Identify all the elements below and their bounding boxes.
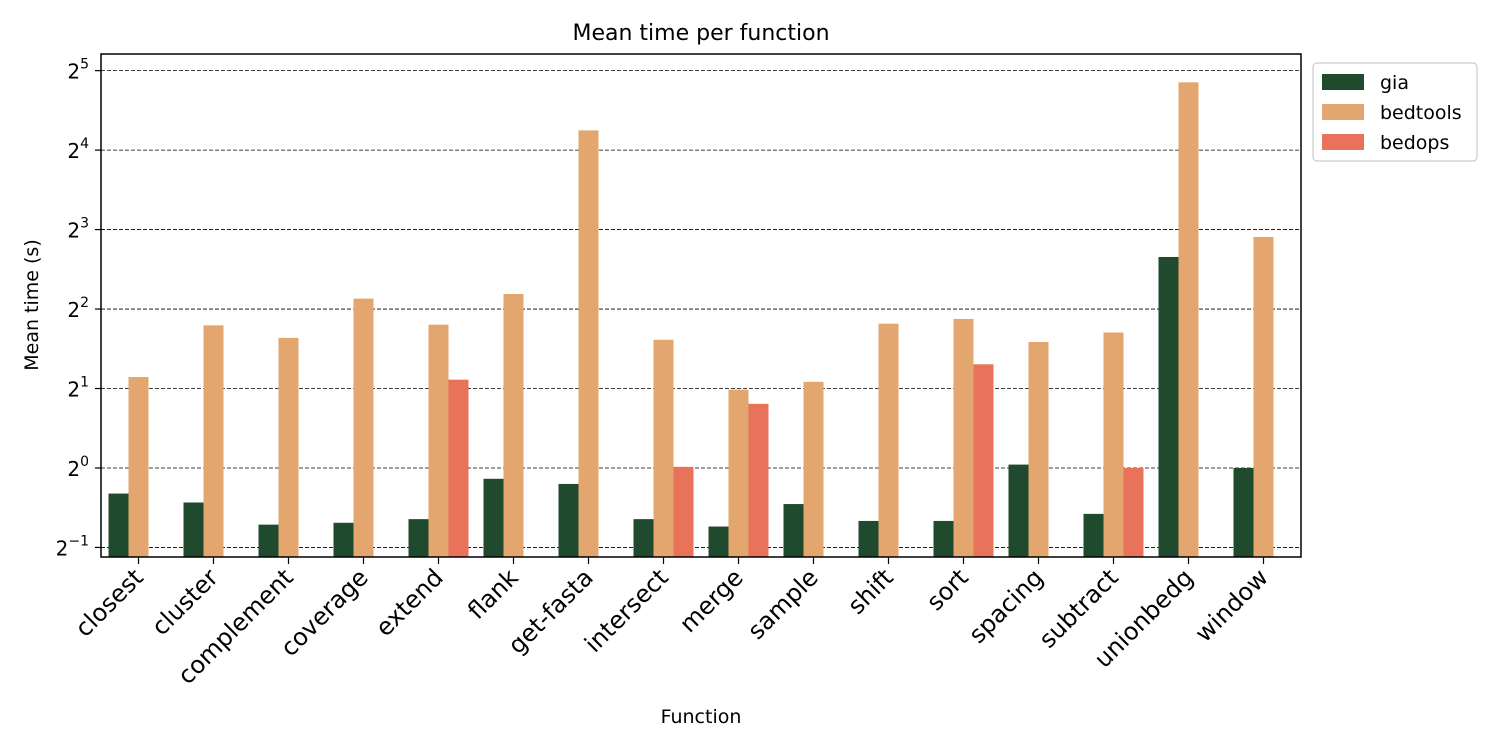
bar-gia (108, 493, 129, 557)
x-tick-label: sort (921, 563, 974, 616)
bar-gia (558, 483, 579, 557)
bar-gia (783, 504, 804, 557)
bar-gia (333, 522, 354, 557)
bars (108, 82, 1274, 557)
x-tick-label: flank (462, 563, 524, 625)
legend: gia bedtools bedops (1312, 62, 1478, 162)
legend-label-bedtools: bedtools (1380, 102, 1462, 124)
x-tick-label: closest (70, 563, 149, 642)
bar-bedtools (353, 298, 374, 557)
bar-bedtools (578, 130, 599, 557)
bar-gia (258, 524, 279, 557)
bar-bedtools (428, 324, 449, 557)
y-tick-label: 2−1 (56, 533, 89, 560)
bar-bedtools (653, 339, 674, 557)
bar-bedtools (278, 337, 299, 557)
bar-bedtools (1178, 82, 1199, 557)
bar-gia (1233, 467, 1254, 557)
bar-gia (1008, 464, 1029, 557)
bar-bedops (1123, 467, 1144, 557)
bar-gia (858, 520, 879, 557)
bar-bedops (748, 403, 769, 557)
y-tick-label: 21 (67, 375, 89, 402)
bar-gia (708, 526, 729, 557)
y-axis: 2−1 20 21 22 23 24 25 (56, 57, 101, 560)
bar-bedops (673, 466, 694, 557)
bar-bedtools (203, 325, 224, 557)
x-axis-label: Function (661, 706, 742, 728)
y-tick-label: 23 (67, 216, 89, 243)
bar-bedtools (1253, 236, 1274, 557)
bar-bedtools (803, 381, 824, 557)
legend-label-gia: gia (1380, 72, 1409, 94)
bar-gia (408, 519, 429, 557)
bar-bedtools (953, 318, 974, 557)
legend-swatch-gia (1322, 74, 1364, 90)
y-tick-label: 25 (67, 57, 89, 84)
y-axis-label: Mean time (s) (21, 239, 43, 371)
x-tick-label: window (1190, 563, 1274, 647)
gridlines (101, 70, 1301, 548)
legend-label-bedops: bedops (1380, 132, 1449, 154)
y-tick-label: 22 (67, 295, 89, 322)
bar-gia (633, 519, 654, 557)
bar-gia (183, 502, 204, 557)
x-tick-label: merge (674, 563, 749, 638)
y-tick-label: 20 (67, 454, 89, 481)
bar-gia (483, 478, 504, 557)
x-tick-label: shift (842, 563, 898, 619)
x-tick-label: intersect (579, 563, 674, 658)
bar-bedtools (878, 323, 899, 557)
bar-gia (1158, 256, 1179, 557)
bar-bedops (973, 364, 994, 557)
bar-bedtools (1103, 332, 1124, 557)
x-tick-label: sample (742, 563, 824, 645)
chart-title: Mean time per function (572, 21, 829, 46)
bar-bedops (448, 379, 469, 557)
y-tick-label: 24 (67, 136, 89, 163)
bar-gia (1083, 513, 1104, 557)
bar-gia (933, 520, 954, 557)
plot-frame (100, 53, 1302, 558)
x-tick-label: extend (370, 563, 449, 642)
bar-bedtools (728, 389, 749, 557)
legend-swatch-bedtools (1322, 104, 1364, 120)
legend-swatch-bedops (1322, 134, 1364, 150)
bar-bedtools (1028, 342, 1049, 557)
bar-bedtools (503, 294, 524, 557)
bar-bedtools (128, 377, 149, 557)
